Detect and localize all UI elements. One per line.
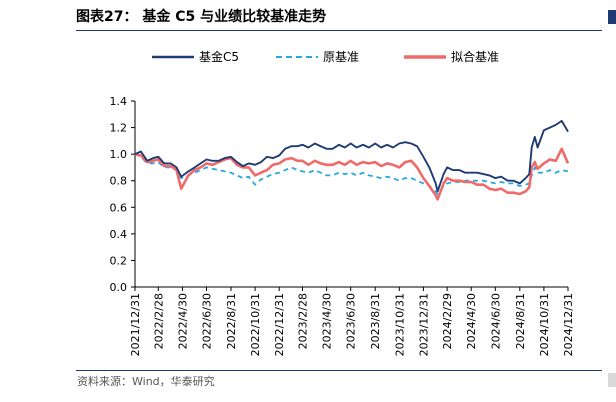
x-tick-label: 2022/8/31 <box>225 293 238 349</box>
y-tick-label: 0.4 <box>110 228 128 241</box>
adjacent-figure-edge <box>608 10 616 24</box>
legend-label-0: 基金C5 <box>199 49 239 64</box>
x-tick-label: 2024/12/31 <box>562 293 575 356</box>
adjacent-figure-edge-bottom <box>608 373 616 387</box>
x-tick-label: 2023/4/30 <box>321 293 334 349</box>
x-tick-label: 2024/8/31 <box>514 293 527 349</box>
source-note: 资料来源：Wind，华泰研究 <box>77 375 215 388</box>
y-tick-label: 1.2 <box>110 122 128 135</box>
x-tick-label: 2022/2/28 <box>152 293 165 349</box>
x-tick-label: 2023/8/31 <box>369 293 382 349</box>
source-divider <box>76 370 602 371</box>
x-tick-label: 2023/12/31 <box>417 293 430 356</box>
x-tick-label: 2024/2/29 <box>441 293 454 349</box>
x-tick-label: 2024/4/30 <box>465 293 478 349</box>
title-divider <box>76 30 602 31</box>
x-tick-label: 2022/10/31 <box>249 293 262 356</box>
x-tick-label: 2022/4/30 <box>176 293 189 349</box>
x-tick-label: 2023/6/30 <box>345 293 358 349</box>
y-tick-label: 1.4 <box>110 95 128 108</box>
x-tick-label: 2024/6/30 <box>489 293 502 349</box>
series-line-1 <box>134 153 569 195</box>
series-line-0 <box>134 119 569 193</box>
x-tick-label: 2021/12/31 <box>129 293 142 356</box>
x-tick-label: 2022/6/30 <box>201 293 214 349</box>
y-tick-label: 0.2 <box>110 254 128 267</box>
x-tick-label: 2023/2/28 <box>297 293 310 349</box>
legend-label-1: 原基准 <box>323 50 359 64</box>
x-tick-label: 2024/10/31 <box>538 293 551 356</box>
y-tick-label: 1.0 <box>110 148 128 161</box>
figure-title: 图表27： 基金 C5 与业绩比较基准走势 <box>76 9 327 25</box>
axes: 0.0 0.2 0.4 0.6 0.8 1.0 1.2 1.4 2021/12/31 2022/2… <box>110 95 576 356</box>
legend-label-2: 拟合基准 <box>451 49 499 64</box>
x-tick-label: 2022/12/31 <box>273 293 286 356</box>
y-tick-label: 0.8 <box>110 175 128 188</box>
legend: 基金C5 原基准 拟合基准 <box>152 49 499 64</box>
x-tick-label: 2023/10/31 <box>393 293 406 356</box>
series-line-2 <box>134 147 570 201</box>
y-tick-label: 0.0 <box>110 281 128 294</box>
series-lines <box>134 119 570 201</box>
y-tick-label: 0.6 <box>110 201 128 214</box>
